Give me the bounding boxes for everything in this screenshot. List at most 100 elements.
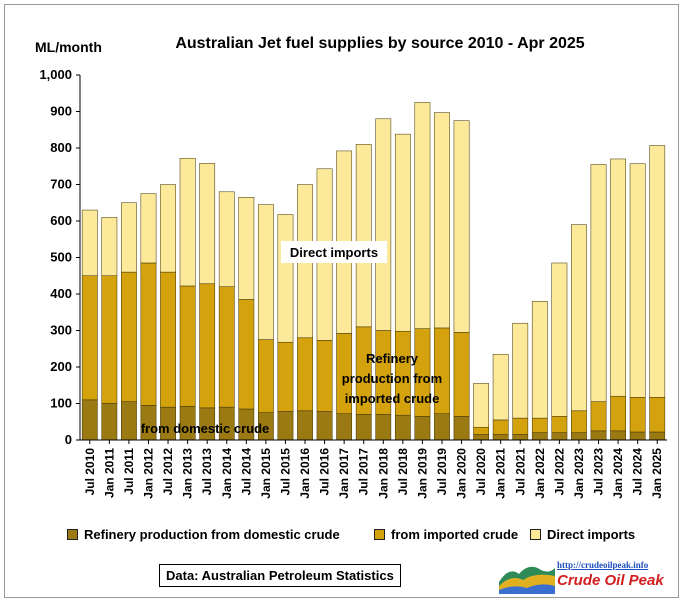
annotation-refinery-line-2: production from (342, 371, 442, 386)
y-tick-label-8: 800 (50, 140, 72, 155)
y-axis-label: ML/month (35, 39, 102, 55)
bar-segment-s1-8 (238, 299, 255, 410)
bar-segment-s0-21 (492, 434, 509, 441)
y-tick-label-6: 600 (50, 213, 72, 228)
x-tick-label-10: Jul 2015 (278, 448, 292, 496)
x-tick-label-5: Jan 2013 (181, 448, 195, 499)
bar-segment-s1-4 (160, 271, 176, 408)
bar-segment-s0-17 (414, 416, 431, 441)
bar-segment-s0-22 (512, 434, 529, 441)
bar-segment-s2-17 (414, 102, 431, 329)
bar-segment-s2-1 (101, 217, 118, 277)
y-tick-label-7: 700 (50, 177, 72, 192)
bar-segment-s1-28 (629, 397, 646, 433)
bar-segment-s2-29 (649, 145, 666, 398)
legend-label-domestic: Refinery production from domestic crude (84, 527, 340, 542)
x-tick-label-28: Jul 2024 (631, 448, 645, 496)
bar-segment-s1-2 (121, 271, 137, 402)
y-tick-label-4: 400 (50, 286, 72, 301)
bar-segment-s0-23 (531, 432, 548, 441)
bar-segment-s1-3 (140, 262, 157, 406)
x-tick-label-19: Jan 2020 (455, 448, 469, 499)
x-tick-label-1: Jan 2011 (102, 448, 116, 498)
bar-segment-s2-6 (199, 163, 216, 285)
bar-segment-s1-10 (277, 341, 294, 412)
x-tick-label-0: Jul 2010 (83, 448, 97, 496)
bar-segment-s0-2 (121, 401, 137, 441)
bar-segment-s2-5 (179, 157, 196, 287)
bar-segment-s2-14 (355, 144, 372, 328)
y-tick-label-2: 200 (50, 359, 72, 374)
x-tick-label-25: Jan 2023 (572, 448, 586, 499)
y-tick-label-5: 500 (50, 250, 72, 265)
bar-segment-s0-20 (473, 434, 489, 441)
bar-segment-s2-26 (590, 164, 607, 402)
x-tick-label-17: Jan 2019 (415, 448, 429, 499)
bar-segment-s1-19 (453, 332, 470, 417)
x-tick-label-12: Jul 2016 (318, 448, 332, 496)
bar-segment-s2-25 (571, 224, 587, 412)
bar-segment-s2-24 (551, 262, 568, 417)
x-tick-label-9: Jan 2015 (259, 448, 273, 499)
bar-segment-s0-26 (590, 430, 607, 441)
chart-title: Australian Jet fuel supplies by source 2… (175, 35, 585, 52)
crude-oil-peak-logo: http://crudeoilpeak.info Crude Oil Peak (499, 558, 679, 596)
bar-segment-s2-0 (81, 209, 98, 276)
bar-segment-s2-19 (453, 120, 470, 333)
annotation-refinery-line-1: Refinery (366, 351, 419, 366)
bar-segment-s1-26 (590, 401, 607, 432)
legend-label-direct-imports: Direct imports (547, 527, 636, 542)
bar-segment-s0-11 (297, 410, 313, 441)
bar-segment-s0-1 (101, 403, 118, 441)
bar-segment-s2-20 (473, 383, 489, 428)
bar-segment-s0-15 (375, 414, 392, 441)
annotation-direct-imports: Direct imports (290, 245, 378, 260)
y-tick-label-1: 100 (50, 396, 72, 411)
x-tick-label-18: Jul 2019 (435, 448, 449, 496)
x-tick-label-24: Jul 2022 (552, 448, 566, 496)
bar-segment-s1-27 (610, 395, 626, 432)
bar-segment-s0-10 (277, 411, 294, 441)
bar-segment-s0-14 (355, 414, 372, 441)
x-tick-label-22: Jul 2021 (513, 448, 527, 496)
logo-graphic-icon (499, 566, 555, 594)
x-tick-label-16: Jul 2018 (396, 448, 410, 496)
x-tick-label-7: Jan 2014 (220, 448, 234, 499)
bar-segment-s1-7 (218, 286, 235, 408)
bar-segment-s1-0 (81, 275, 98, 401)
bar-segment-s0-27 (610, 430, 626, 441)
annotation-refinery-line-3: imported crude (345, 391, 440, 406)
bar-segment-s1-11 (297, 337, 313, 412)
bar-segment-s0-24 (551, 432, 568, 441)
y-tick-label-9: 900 (50, 104, 72, 119)
bar-segment-s2-4 (160, 184, 176, 273)
bar-segment-s0-16 (394, 414, 411, 441)
x-tick-label-23: Jan 2022 (533, 448, 547, 499)
bar-segment-s2-22 (512, 322, 529, 419)
x-tick-label-14: Jul 2017 (357, 448, 371, 496)
legend-swatch-imported-crude (374, 529, 385, 540)
bar-segment-s2-2 (121, 202, 137, 273)
bar-segment-s2-3 (140, 193, 157, 264)
bar-segment-s0-18 (434, 413, 450, 441)
x-tick-label-6: Jul 2013 (200, 448, 214, 496)
bar-segment-s1-21 (492, 419, 509, 435)
bar-segment-s1-1 (101, 275, 118, 404)
y-tick-label-3: 300 (50, 323, 72, 338)
x-tick-label-8: Jul 2014 (239, 448, 253, 496)
x-tick-label-29: Jan 2025 (650, 448, 664, 499)
y-tick-label-0: 0 (65, 432, 72, 447)
bar-segment-s2-15 (375, 118, 392, 331)
source-note: Data: Australian Petroleum Statistics (159, 564, 401, 587)
bar-segment-s0-0 (81, 399, 98, 441)
annotation-domestic-crude: from domestic crude (141, 421, 270, 436)
bar-segment-s0-28 (629, 431, 646, 441)
x-tick-label-13: Jan 2017 (337, 448, 351, 499)
logo-name: Crude Oil Peak (557, 572, 664, 589)
bar-segment-s1-6 (199, 283, 216, 409)
bar-segment-s0-12 (316, 411, 333, 441)
bar-segment-s2-27 (610, 158, 626, 397)
bar-segment-s1-22 (512, 417, 529, 435)
legend-swatch-direct-imports (530, 529, 541, 540)
x-tick-label-15: Jan 2018 (376, 448, 390, 499)
